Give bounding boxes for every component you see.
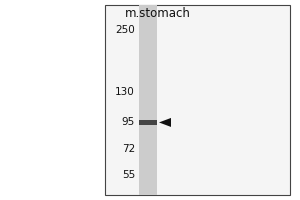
Text: 72: 72	[122, 144, 135, 154]
Bar	[105, 5, 290, 195]
Polygon shape	[159, 118, 171, 127]
Text: m.stomach: m.stomach	[125, 7, 191, 20]
Bar	[139, 5, 157, 195]
Text: 95: 95	[122, 117, 135, 127]
Text: 130: 130	[115, 87, 135, 97]
Text: 55: 55	[122, 170, 135, 180]
Text: 250: 250	[115, 25, 135, 35]
Bar	[139, 120, 157, 125]
